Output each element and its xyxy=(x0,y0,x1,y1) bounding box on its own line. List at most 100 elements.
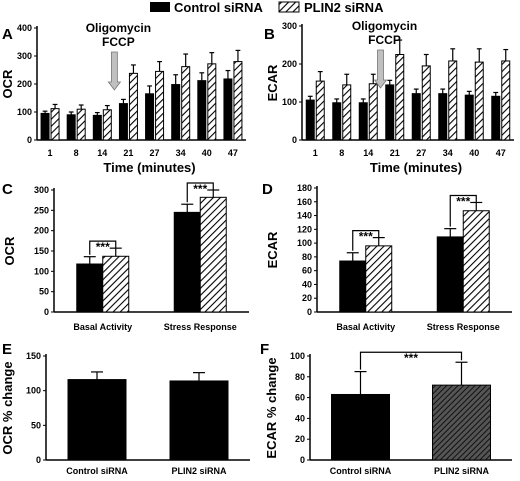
y-tick-label-e: 0 xyxy=(36,455,41,465)
x-tick-label-a: 8 xyxy=(74,148,79,158)
x-tick-label-d: Basal Activity xyxy=(336,322,395,332)
legend-swatch-plin2 xyxy=(278,1,300,13)
bar-d xyxy=(462,210,490,313)
panel-d-chart: D ECAR 0 20 40 60 80 100 120 140 160 180 Basal Activ… xyxy=(262,181,512,332)
y-tick-label-f: 60 xyxy=(295,393,305,403)
y-axis-label-c: OCR xyxy=(2,236,17,266)
y-axis-label-d: ECAR xyxy=(265,231,280,268)
bar-a xyxy=(207,63,217,141)
bar-a xyxy=(40,112,50,141)
y-tick-label-b: 300 xyxy=(282,21,297,31)
annotation-line2-a: FCCP xyxy=(102,35,135,49)
y-tick-label-c: 250 xyxy=(34,205,49,215)
panel-a-chart: A OCR 0 100 200 300 400 1 8 14 21 27 34 40 47 Time (min… xyxy=(0,21,246,175)
panel-b-chart: B ECAR 0 100 200 300 1 8 14 21 27 34 40 47 Time (minut… xyxy=(264,19,514,175)
bar-b xyxy=(464,94,474,141)
bar-b xyxy=(342,84,352,141)
x-tick-label-e: Control siRNA xyxy=(66,466,128,476)
y-tick-label-d: 100 xyxy=(297,238,312,248)
x-tick-label-a: 40 xyxy=(202,148,212,158)
bar-b xyxy=(385,84,395,141)
bar-e xyxy=(169,380,229,461)
bar-a xyxy=(197,80,207,141)
significance-bracket-c xyxy=(186,182,214,203)
significance-bracket-d xyxy=(352,230,380,251)
significance-label-f: *** xyxy=(404,351,418,365)
panel-letter-b: B xyxy=(264,26,275,43)
bar-b xyxy=(395,54,405,141)
y-tick-label-d: 80 xyxy=(302,252,312,262)
bar-a xyxy=(128,72,138,141)
annotation-arrow-b xyxy=(373,49,388,89)
y-tick-label-c: 100 xyxy=(34,266,49,276)
significance-bracket-f xyxy=(359,351,463,370)
x-tick-label-b: 40 xyxy=(469,148,479,158)
x-axis-label-a: Time (minutes) xyxy=(103,160,195,175)
y-tick-label-a: 100 xyxy=(17,107,32,117)
bar-b xyxy=(358,102,368,141)
significance-label-c: *** xyxy=(193,182,207,196)
bar-a xyxy=(102,109,112,141)
x-tick-label-e: PLIN2 siRNA xyxy=(171,466,227,476)
bar-a xyxy=(223,78,233,141)
bar-b xyxy=(315,80,325,141)
x-tick-label-f: PLIN2 siRNA xyxy=(434,466,490,476)
bar-b xyxy=(474,61,484,141)
x-tick-label-b: 14 xyxy=(363,148,373,158)
annotation-arrow-a xyxy=(107,51,122,91)
bar-c xyxy=(173,211,201,313)
bar-f xyxy=(432,384,491,461)
y-tick-label-a: 200 xyxy=(17,79,32,89)
x-tick-label-a: 27 xyxy=(150,148,160,158)
legend-label-plin2: PLIN2 siRNA xyxy=(304,0,384,15)
panel-letter-c: C xyxy=(2,181,13,198)
bar-c xyxy=(76,263,104,313)
panel-letter-e: E xyxy=(2,341,12,358)
annotation-line1-b: Oligomycin xyxy=(352,19,417,33)
y-tick-label-f: 100 xyxy=(290,351,305,361)
panel-letter-a: A xyxy=(2,26,13,43)
bar-a xyxy=(181,66,191,141)
bar-a xyxy=(118,103,128,141)
x-tick-label-b: 27 xyxy=(416,148,426,158)
y-axis-label-b: ECAR xyxy=(265,64,280,101)
y-tick-label-d: 20 xyxy=(302,293,312,303)
significance-bracket-c xyxy=(89,240,117,255)
y-tick-label-f: 20 xyxy=(295,434,305,444)
bar-b xyxy=(421,65,431,141)
significance-bracket-d xyxy=(449,194,477,227)
y-axis-label-e: OCR % change xyxy=(0,361,15,454)
legend-label-control: Control siRNA xyxy=(174,0,263,15)
x-tick-label-c: Basal Activity xyxy=(73,322,132,332)
y-tick-label-a: 300 xyxy=(17,51,32,61)
significance-label-d: *** xyxy=(359,230,373,244)
bar-c xyxy=(199,196,227,313)
y-tick-label-c: 300 xyxy=(34,185,49,195)
y-tick-label-f: 40 xyxy=(295,413,305,423)
panel-e-chart: E OCR % change 0 50 100 150 Control siRNA PLIN2… xyxy=(0,341,250,476)
y-tick-label-d: 120 xyxy=(297,224,312,234)
y-tick-label-c: 200 xyxy=(34,226,49,236)
bar-a xyxy=(171,84,181,141)
bar-a xyxy=(145,93,155,141)
y-tick-label-d: 0 xyxy=(307,307,312,317)
y-tick-label-c: 50 xyxy=(39,287,49,297)
bar-a xyxy=(66,114,76,141)
y-tick-label-b: 200 xyxy=(282,59,297,69)
x-tick-label-b: 34 xyxy=(443,148,453,158)
y-tick-label-f: 80 xyxy=(295,372,305,382)
x-tick-label-b: 8 xyxy=(339,148,344,158)
bar-b xyxy=(411,93,421,141)
panel-c-chart: C OCR 0 50 100 150 200 250 300 Basal Activity Stre… xyxy=(2,181,249,332)
bar-a xyxy=(155,70,165,141)
significance-label-c: *** xyxy=(96,240,110,254)
y-axis-label-f: ECAR % change xyxy=(264,357,279,458)
x-axis-label-b: Time (minutes) xyxy=(370,160,462,175)
panel-letter-d: D xyxy=(262,181,273,198)
x-tick-label-a: 1 xyxy=(48,148,53,158)
y-tick-label-d: 60 xyxy=(302,266,312,276)
significance-label-d: *** xyxy=(456,194,470,208)
y-tick-label-d: 40 xyxy=(302,279,312,289)
